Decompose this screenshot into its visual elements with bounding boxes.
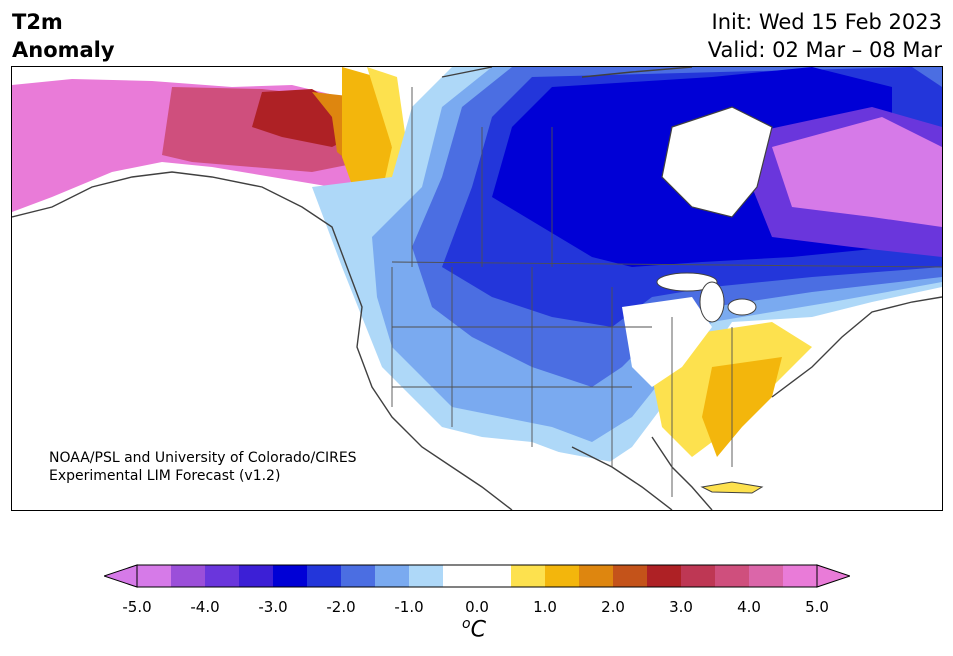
colorbar bbox=[104, 564, 850, 588]
colorbar-segment bbox=[613, 565, 648, 587]
labrador-pink bbox=[772, 117, 942, 227]
credit-text: NOAA/PSL and University of Colorado/CIRE… bbox=[49, 449, 357, 485]
colorbar-tick-label: 0.0 bbox=[465, 598, 489, 616]
colorbar-segment bbox=[307, 565, 342, 587]
colorbar-segment bbox=[511, 565, 546, 587]
colorbar-segment bbox=[239, 565, 274, 587]
southeast-warm-core bbox=[702, 357, 782, 457]
colorbar-segment bbox=[205, 565, 240, 587]
colorbar-segment bbox=[647, 565, 682, 587]
colorbar-segment bbox=[273, 565, 308, 587]
colorbar-segment bbox=[715, 565, 750, 587]
credit-line2: Experimental LIM Forecast (v1.2) bbox=[49, 468, 281, 484]
colorbar-tick-label: -2.0 bbox=[326, 598, 356, 616]
coastlines bbox=[12, 67, 942, 510]
colorbar-segment bbox=[137, 565, 172, 587]
colorbar-tick-label: 4.0 bbox=[737, 598, 761, 616]
colorbar-tick-label: 2.0 bbox=[601, 598, 625, 616]
colorbar-left-arrow bbox=[104, 564, 138, 588]
neutral-midwest bbox=[622, 297, 712, 387]
colorbar-tick-label: 5.0 bbox=[805, 598, 829, 616]
colorbar-segment bbox=[341, 565, 376, 587]
title-line2: Anomaly bbox=[12, 38, 115, 62]
neutral-mexico bbox=[432, 437, 712, 510]
colorbar-segment bbox=[579, 565, 614, 587]
init-date: Init: Wed 15 Feb 2023 bbox=[711, 10, 942, 34]
unit-degree: o bbox=[462, 616, 471, 632]
colorbar-segment bbox=[443, 565, 478, 587]
bc-yellow bbox=[342, 67, 397, 192]
colorbar-tick-label: -5.0 bbox=[122, 598, 152, 616]
colorbar-right-arrow bbox=[816, 564, 850, 588]
unit-letter: C bbox=[470, 617, 486, 643]
colorbar-tick-label: -1.0 bbox=[394, 598, 424, 616]
colorbar-tick-label: -3.0 bbox=[258, 598, 288, 616]
colorbar-segment bbox=[171, 565, 206, 587]
colorbar-segment bbox=[749, 565, 784, 587]
colorbar-tick-label: 1.0 bbox=[533, 598, 557, 616]
valid-range: Valid: 02 Mar – 08 Mar bbox=[707, 38, 942, 62]
colorbar-segment bbox=[375, 565, 410, 587]
credit-line1: NOAA/PSL and University of Colorado/CIRE… bbox=[49, 450, 357, 466]
title-line1: T2m bbox=[12, 10, 63, 34]
colorbar-segment bbox=[545, 565, 580, 587]
colorbar-tick-label: 3.0 bbox=[669, 598, 693, 616]
colorbar-unit: oC bbox=[462, 616, 486, 642]
anomaly-map bbox=[11, 66, 943, 511]
map-title: T2m Anomaly bbox=[12, 8, 115, 64]
colorbar-tick-label: -4.0 bbox=[190, 598, 220, 616]
colorbar-segment bbox=[783, 565, 818, 587]
great-lakes bbox=[656, 272, 757, 323]
state-borders bbox=[391, 87, 942, 497]
hudson-bay bbox=[661, 106, 773, 218]
map-canvas bbox=[12, 67, 942, 510]
colorbar-segment bbox=[477, 565, 512, 587]
colorbar-segment bbox=[681, 565, 716, 587]
forecast-dates: Init: Wed 15 Feb 2023 Valid: 02 Mar – 08… bbox=[708, 8, 942, 64]
cuba bbox=[700, 481, 764, 494]
colorbar-segment bbox=[409, 565, 444, 587]
